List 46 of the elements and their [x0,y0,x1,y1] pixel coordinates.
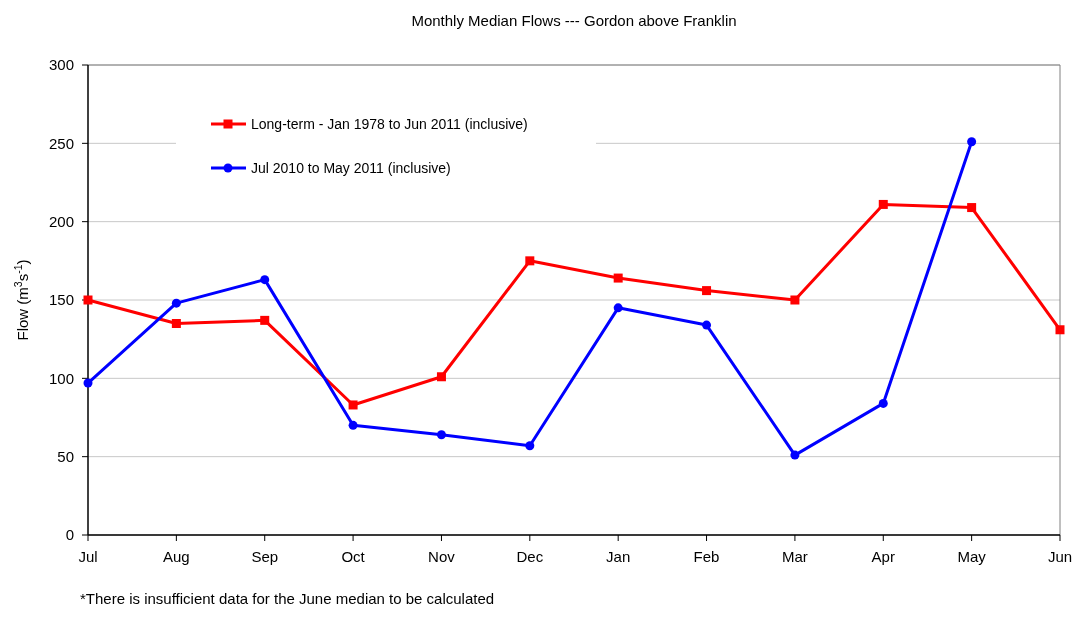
point [790,450,800,460]
point [525,441,535,451]
point [525,256,535,266]
point [613,303,623,313]
point [348,400,358,410]
chart-title: Monthly Median Flows --- Gordon above Franklin [411,12,737,29]
point [967,203,977,213]
point [702,286,712,296]
point [348,420,358,430]
legend-label: Jul 2010 to May 2011 (inclusive) [251,159,451,176]
y-tick-label: 50 [57,447,74,465]
x-tick-label: Dec [516,548,544,565]
x-tick-label: Jun [1047,548,1073,565]
point [260,315,270,325]
x-tick-label: Feb [693,548,720,565]
point [790,295,800,305]
point [878,199,888,209]
point [613,273,623,283]
point [702,320,712,330]
y-tick-label: 250 [48,134,74,152]
x-tick-label: Mar [781,548,808,565]
point [436,430,446,440]
x-tick-label: Oct [341,548,366,565]
point [83,295,93,305]
x-tick-label: Jul [78,548,98,565]
x-tick-label: May [957,548,987,565]
x-tick-label: Aug [163,548,190,565]
x-tick-label: Jan [606,548,631,565]
point [436,372,446,382]
y-tick-label: 150 [48,291,74,309]
y-tick-label: 0 [65,526,74,544]
x-tick-label: Nov [428,548,456,565]
point [1055,325,1065,335]
point [967,137,977,147]
x-tick-label: Sep [251,548,279,565]
legend-label: Long-term - Jan 1978 to Jun 2011 (inclusive) [251,115,528,132]
y-tick-label: 100 [48,369,74,387]
y-tick-label: 200 [48,212,74,230]
y-tick-label: 300 [48,56,74,74]
point [171,298,181,308]
point [878,398,888,408]
point [83,378,93,388]
point [260,275,270,285]
point [171,319,181,328]
x-tick-label: Apr [871,548,895,565]
text: *There is insufficient data for the June median to be calculated [80,590,495,607]
